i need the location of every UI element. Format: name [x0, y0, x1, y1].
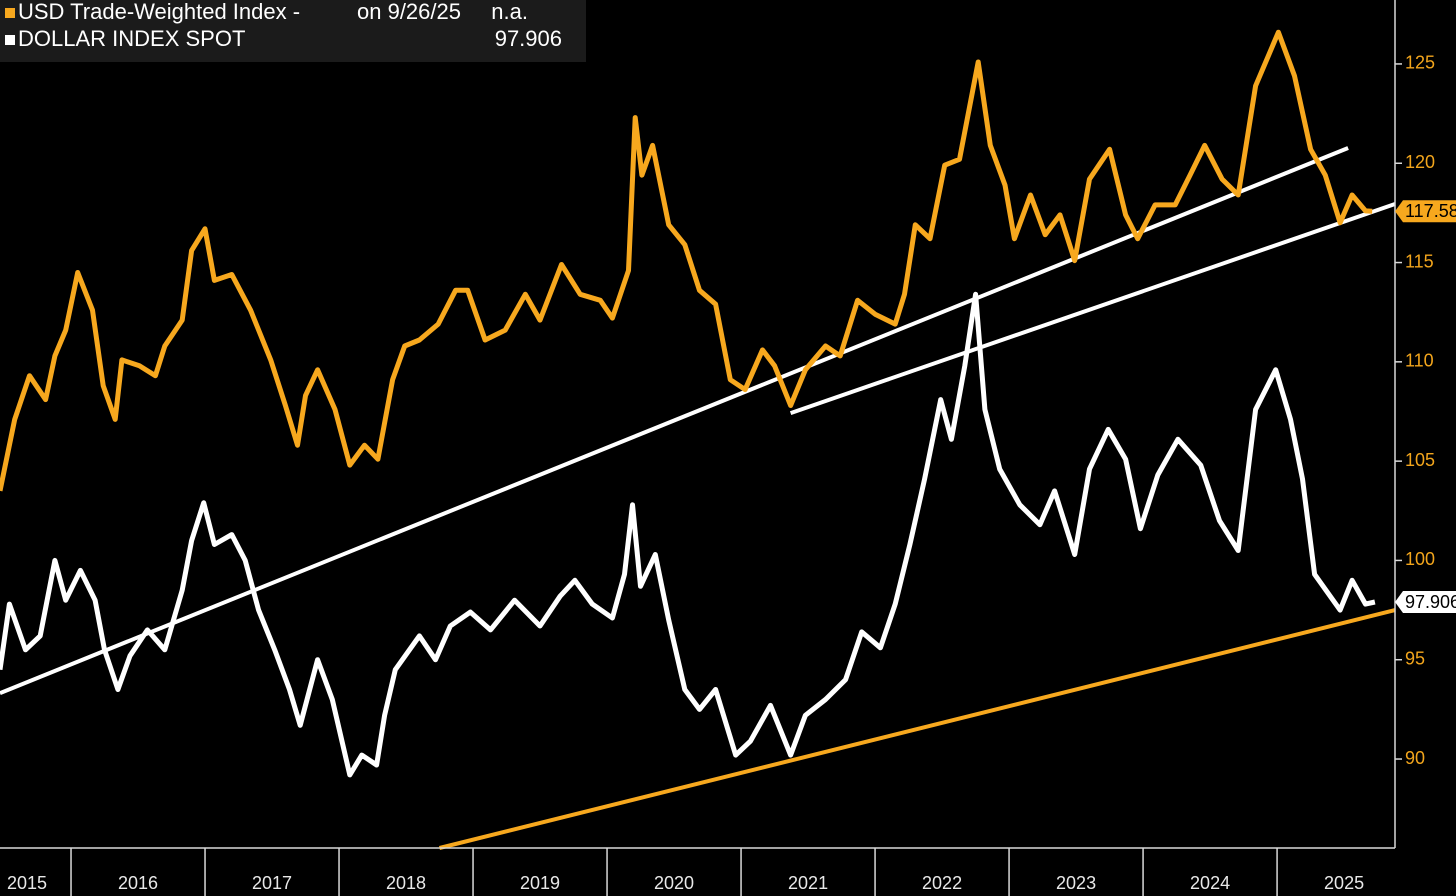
last-value-tag: [1395, 200, 1456, 223]
y-tick-label: 115: [1405, 251, 1434, 271]
legend: USD Trade-Weighted Index - n.a. DOLLAR IND…: [5, 0, 562, 51]
y-tick-label: 90: [1405, 748, 1425, 768]
trend-line: [439, 608, 1396, 850]
x-tick-label: 2018: [386, 873, 426, 893]
y-tick-label: 110: [1405, 351, 1434, 371]
y-tick-label: 95: [1405, 648, 1425, 668]
y-tick-label: 100: [1405, 549, 1435, 569]
legend-box: [0, 0, 586, 62]
series-line: [0, 291, 1376, 778]
y-tick-label: 120: [1405, 152, 1435, 172]
trend-line: [0, 146, 1349, 695]
trend-line: [789, 202, 1396, 415]
last-value-label: 97.906: [1405, 592, 1456, 612]
legend-value: n.a.: [491, 0, 528, 24]
x-tick-label: 2025: [1324, 873, 1364, 893]
plot: [0, 29, 1396, 850]
last-value-tag: [1395, 591, 1456, 614]
last-value-label: 117.58: [1405, 201, 1456, 221]
series-line: [0, 29, 1373, 492]
legend-swatch: [5, 8, 15, 18]
x-tick-label: 2021: [788, 873, 828, 893]
x-tick-label: 2022: [922, 873, 962, 893]
x-tick-label: 2015: [7, 873, 47, 893]
x-tick-label: 2017: [252, 873, 292, 893]
y-tick-label: 105: [1405, 450, 1435, 470]
x-tick-label: 2023: [1056, 873, 1096, 893]
legend-label: USD Trade-Weighted Index -: [18, 0, 300, 24]
x-tick-label: 2019: [520, 873, 560, 893]
y-tick-label: 125: [1405, 53, 1435, 73]
legend-label: DOLLAR INDEX SPOT: [18, 26, 245, 51]
x-tick-label: 2016: [118, 873, 158, 893]
legend-value: 97.906: [495, 26, 562, 51]
legend-date: on 9/26/25: [357, 0, 461, 24]
x-tick-label: 2024: [1190, 873, 1230, 893]
legend-swatch: [5, 35, 15, 45]
x-tick-label: 2020: [654, 873, 694, 893]
